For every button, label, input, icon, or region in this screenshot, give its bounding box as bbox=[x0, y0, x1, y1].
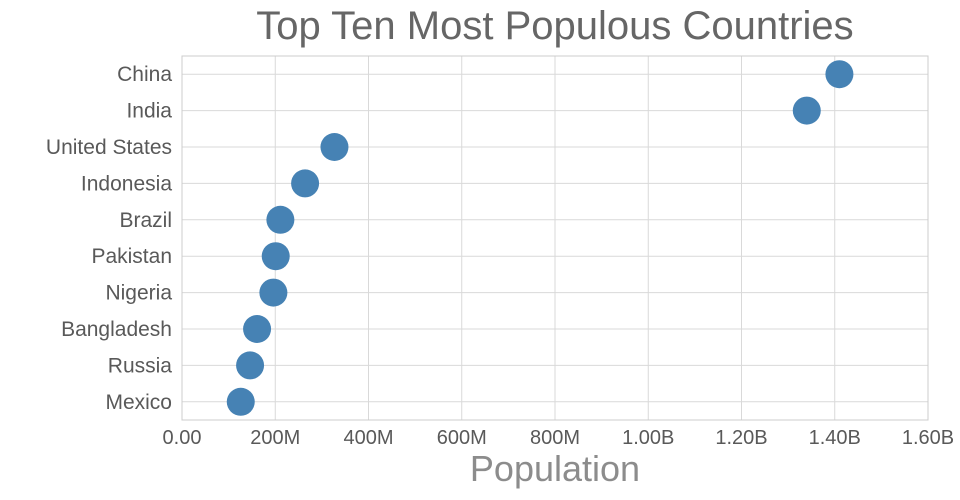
x-tick-label: 800M bbox=[530, 427, 580, 449]
x-tick-label: 1.20B bbox=[715, 427, 767, 449]
data-point bbox=[792, 96, 821, 125]
y-tick-label: Brazil bbox=[119, 209, 172, 232]
data-point bbox=[236, 351, 265, 380]
x-tick-label: 0.00 bbox=[163, 427, 202, 449]
y-tick-label: Mexico bbox=[105, 391, 172, 414]
x-tick-label: 1.60B bbox=[902, 427, 954, 449]
data-point bbox=[243, 315, 272, 343]
plot-frame bbox=[181, 55, 929, 421]
y-tick-label: Pakistan bbox=[91, 245, 172, 268]
x-tick-label: 400M bbox=[343, 427, 393, 449]
data-point bbox=[261, 242, 290, 271]
chart-title: Top Ten Most Populous Countries bbox=[256, 4, 854, 48]
data-point bbox=[825, 60, 854, 89]
y-tick-label: Indonesia bbox=[81, 172, 172, 195]
y-tick-label: United States bbox=[46, 136, 172, 159]
data-point bbox=[291, 169, 320, 198]
y-tick-label: Russia bbox=[108, 354, 173, 377]
data-point bbox=[266, 205, 295, 234]
x-tick-label: 1.40B bbox=[809, 427, 861, 449]
x-tick-label: 200M bbox=[250, 427, 300, 449]
x-axis-title: Population bbox=[469, 448, 641, 489]
x-tick-label: 600M bbox=[437, 427, 487, 449]
data-point bbox=[259, 278, 288, 307]
x-tick-label: 1.00B bbox=[622, 427, 674, 449]
y-tick-label: China bbox=[117, 63, 172, 86]
data-point bbox=[320, 133, 349, 161]
y-tick-label: India bbox=[126, 100, 172, 123]
y-tick-label: Bangladesh bbox=[61, 318, 172, 341]
y-tick-label: Nigeria bbox=[105, 282, 172, 305]
data-point bbox=[226, 387, 255, 416]
